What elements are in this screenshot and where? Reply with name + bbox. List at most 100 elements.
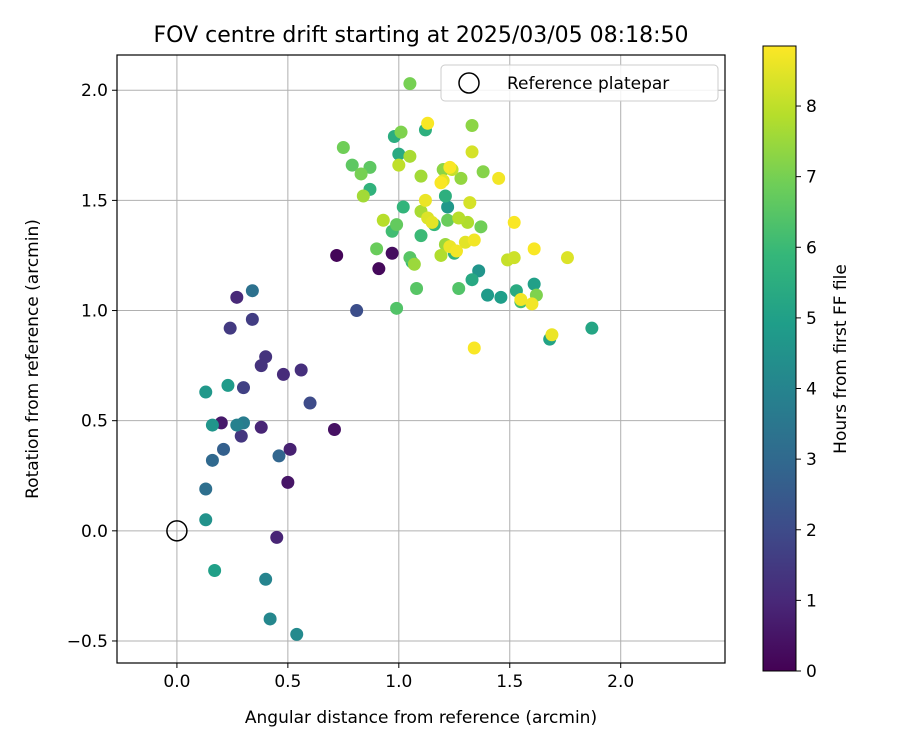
data-point [263,612,277,626]
y-axis-label: Rotation from reference (arcmin) [23,219,43,499]
legend-box [440,64,719,102]
x-tick-label: 1.0 [385,672,412,692]
data-point [396,200,410,214]
x-tick-label: 0.0 [163,672,190,692]
data-point [336,141,350,155]
y-tick-label: 2.0 [81,81,108,101]
data-point [199,385,213,399]
data-point [392,147,406,161]
data-point [525,297,539,311]
data-point [418,193,432,207]
data-point [452,211,466,225]
data-point [327,422,341,436]
colorbar-ticks: 0 1 2 3 4 5 6 7 8 [796,97,817,682]
x-tick-label: 1.5 [496,672,523,692]
colorbar-tick-label: 7 [806,168,817,188]
data-point [443,160,457,174]
colorbar-gradient [762,45,797,672]
y-tick-label: −0.5 [67,632,108,652]
y-tick-label: 0.5 [81,412,108,432]
colorbar-tick-label: 0 [806,662,817,682]
y-tick-label: 1.5 [81,191,108,211]
x-axis-ticks: 0.0 0.5 1.0 1.5 2.0 [163,663,634,692]
data-point [272,449,286,463]
colorbar-tick-label: 1 [806,591,817,611]
data-point [441,200,455,214]
data-point [376,213,390,227]
x-axis-label: Angular distance from reference (arcmin) [245,708,597,728]
data-point [410,282,424,296]
data-point [217,442,231,456]
colorbar: 0 1 2 3 4 5 6 7 8 Hours from first FF file [762,45,851,682]
y-tick-label: 0.0 [81,522,108,542]
data-point [230,290,244,304]
data-point [205,453,219,467]
data-point [467,341,481,355]
colorbar-tick-label: 2 [806,521,817,541]
data-point [294,363,308,377]
data-point [494,290,508,304]
chart-title: FOV centre drift starting at 2025/03/05 … [154,23,689,48]
colorbar-label: Hours from first FF file [831,264,851,454]
data-point [303,396,317,410]
data-point [223,321,237,335]
data-point [545,328,559,342]
y-tick-label: 1.0 [81,302,108,322]
data-point [492,171,506,185]
data-point [254,359,268,373]
data-point [434,248,448,262]
data-point [199,513,213,527]
legend-marker [458,72,480,94]
data-point [354,167,368,181]
data-point [350,304,364,318]
data-point [234,429,248,443]
data-point [254,420,268,434]
x-tick-label: 0.5 [274,672,301,692]
data-point [467,233,481,247]
data-point [425,215,439,229]
data-point [290,627,304,641]
data-point [356,189,370,203]
data-point [450,244,464,258]
data-point [270,530,284,544]
data-point [283,442,297,456]
data-point [259,572,273,586]
data-point [514,293,528,307]
colorbar-tick-label: 5 [806,309,817,329]
y-axis-ticks: −0.5 0.0 0.5 1.0 1.5 2.0 [67,81,117,652]
data-point [465,145,479,159]
data-point [390,301,404,315]
data-point [245,284,259,298]
data-point [372,262,386,276]
data-point [394,125,408,139]
data-point [472,264,486,278]
data-point [465,118,479,132]
x-tick-label: 2.0 [607,672,634,692]
data-point [441,213,455,227]
points [199,77,599,641]
data-point [407,257,421,271]
data-point [414,169,428,183]
data-point [208,563,222,577]
data-point [421,116,435,130]
data-point [281,475,295,489]
data-point [585,321,599,335]
data-point [474,220,488,234]
reference-platepar-marker [166,520,188,542]
data-point [390,218,404,232]
data-point [205,418,219,432]
data-point [230,418,244,432]
data-point [363,160,377,174]
data-point [236,381,250,395]
data-point [345,158,359,172]
legend: Reference platepar [440,64,719,102]
data-point [199,482,213,496]
plot-frame [116,54,726,664]
data-point [438,189,452,203]
data-point [476,165,490,179]
colorbar-tick-label: 3 [806,450,817,470]
legend-label: Reference platepar [507,74,669,94]
data-point [507,215,521,229]
data-point [403,149,417,163]
